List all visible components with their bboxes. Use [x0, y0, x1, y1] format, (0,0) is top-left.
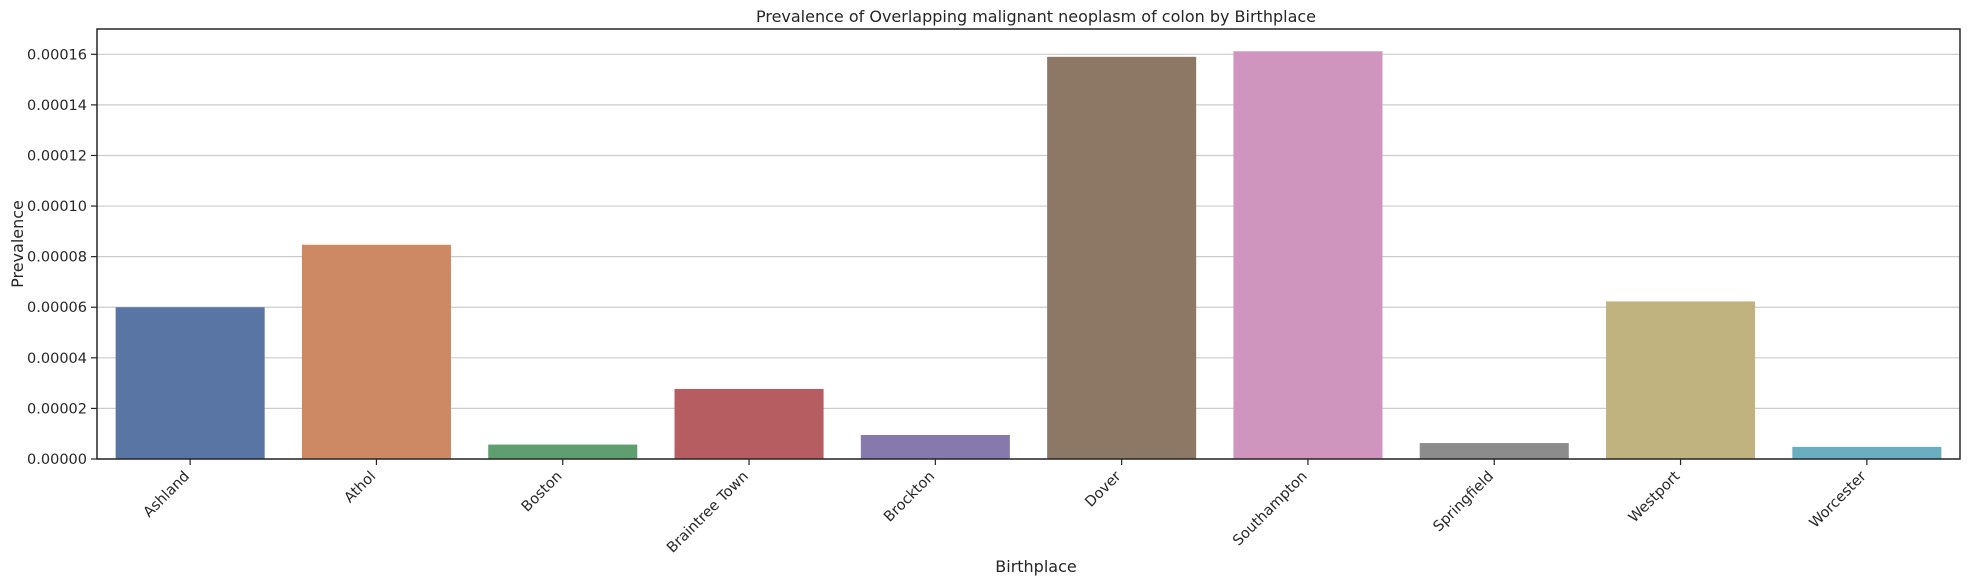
x-tick-label: Brockton — [881, 469, 938, 526]
bar — [488, 444, 638, 459]
x-tick-label: Worcester — [1807, 468, 1870, 531]
bars — [115, 51, 1942, 460]
y-tick-label: 0.00016 — [27, 47, 87, 63]
bar — [1233, 51, 1383, 460]
x-tick-label: Springfield — [1431, 469, 1498, 536]
y-tick-label: 0.00002 — [27, 401, 87, 417]
chart-title: Prevalence of Overlapping malignant neop… — [756, 7, 1316, 26]
bar — [860, 434, 1010, 459]
y-tick-label: 0.00014 — [27, 98, 87, 114]
bar — [674, 388, 824, 459]
x-tick-label: Braintree Town — [664, 469, 752, 557]
y-tick-label: 0.00006 — [27, 300, 87, 316]
y-tick-label: 0.00010 — [27, 199, 87, 215]
x-tick-label: Dover — [1082, 468, 1124, 510]
y-axis-title: Prevalence — [8, 200, 27, 288]
y-tick-label: 0.00004 — [27, 351, 87, 367]
x-axis-title: Birthplace — [995, 557, 1076, 576]
x-axis: Ashland Athol Boston Braintree Town Brockton… — [141, 459, 1870, 556]
x-tick-label: Boston — [519, 469, 566, 516]
x-tick-label: Ashland — [141, 469, 193, 521]
y-tick-label: 0.00008 — [27, 250, 87, 266]
bar — [1047, 56, 1197, 460]
y-tick-label: 0.00000 — [27, 452, 87, 468]
x-tick-label: Southampton — [1230, 469, 1311, 550]
x-tick-label: Westport — [1626, 468, 1684, 526]
bar — [115, 307, 265, 459]
bar — [1792, 446, 1942, 459]
plot-frame — [96, 28, 1961, 460]
bar — [1419, 443, 1569, 459]
x-tick-label: Athol — [341, 469, 379, 507]
y-axis: 0.00000 0.00002 0.00004 0.00006 0.00008 0.000… — [27, 47, 97, 468]
bar — [301, 244, 451, 459]
y-tick-label: 0.00012 — [27, 148, 87, 164]
bar — [1606, 301, 1756, 459]
